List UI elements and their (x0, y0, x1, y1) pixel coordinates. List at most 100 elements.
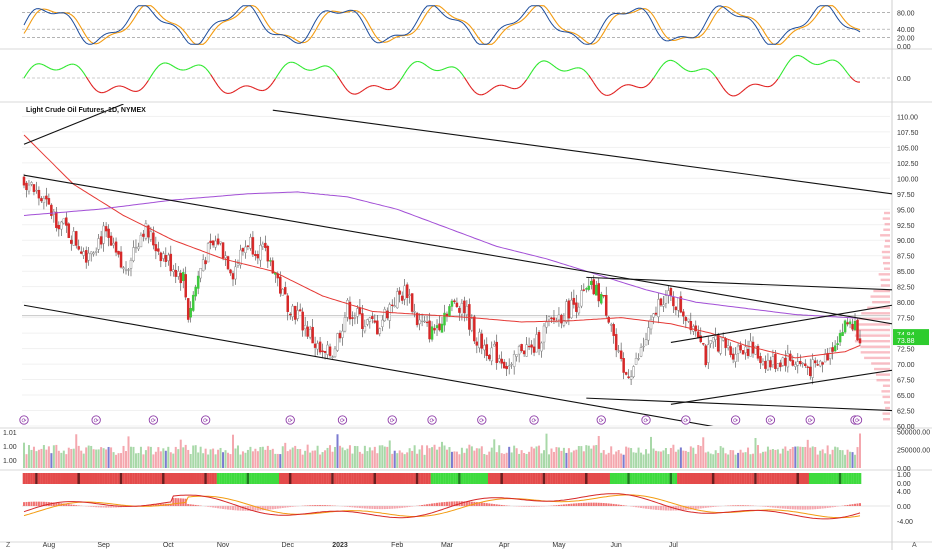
volume-bar (667, 454, 669, 468)
volume-bar (742, 453, 744, 468)
candle-body (356, 309, 358, 317)
volume-bar (411, 451, 413, 468)
event-marker-glyph: ⟳ (644, 418, 649, 424)
macd-hist-bar (844, 505, 846, 506)
volume-bar (824, 453, 826, 468)
signal-strip-cell (498, 473, 501, 484)
momentum-segment (696, 70, 698, 71)
volume-bar (190, 454, 192, 468)
macd-hist-bar (319, 505, 321, 506)
candle-body (443, 313, 445, 325)
macd-tick-label: 4.00 (897, 489, 911, 496)
signal-strip-cell (831, 473, 834, 484)
signal-strip-cell (578, 473, 581, 484)
volume-profile-bar (883, 418, 890, 420)
signal-strip-cell (272, 473, 275, 484)
volume-bar (73, 449, 75, 468)
macd-hist-bar (747, 505, 749, 506)
signal-strip-cell (281, 473, 284, 484)
volume-bar (648, 454, 650, 468)
signal-strip-cell (555, 473, 558, 484)
signal-strip-cell (702, 473, 705, 484)
candle-body (25, 183, 27, 190)
volume-bar (349, 445, 351, 468)
macd-hist-bar (827, 506, 829, 508)
event-marker-glyph: ⟳ (430, 418, 435, 424)
signal-strip-cell (276, 473, 279, 484)
macd-hist-bar (103, 506, 105, 508)
volume-bar (185, 445, 187, 468)
event-marker-glyph: ⟳ (390, 418, 395, 424)
signal-strip-cell (433, 473, 436, 484)
signal-strip-cell (95, 473, 98, 484)
macd-hist-bar (829, 506, 831, 508)
signal-strip-cell (782, 473, 785, 484)
volume-profile-bar (879, 273, 890, 275)
candle-body (152, 233, 154, 245)
candle-body (553, 318, 555, 320)
signal-strip-cell (553, 473, 556, 484)
signal-strip-cell (212, 473, 215, 484)
candle-body (675, 307, 677, 310)
momentum-segment (136, 91, 138, 92)
macd-hist-bar (217, 506, 219, 508)
macd-hist-bar (314, 505, 316, 506)
macd-hist-bar (570, 504, 572, 506)
volume-bar (262, 447, 264, 468)
price-tick-label: 62.50 (897, 409, 915, 416)
volume-bar (145, 450, 147, 468)
candle-body (727, 346, 729, 348)
signal-strip-cell (677, 473, 680, 484)
candle-body (237, 264, 239, 266)
signal-strip-cell (366, 473, 369, 484)
macd-hist-bar (772, 506, 774, 508)
signal-strip-cell (505, 473, 508, 484)
candle-body (742, 350, 744, 354)
signal-strip-cell (590, 473, 593, 484)
volume-bar (769, 450, 771, 468)
volume-bar (518, 454, 520, 468)
volume-bar (478, 448, 480, 468)
candle-body (33, 184, 35, 191)
macd-hist-bar (705, 506, 707, 508)
signal-strip-cell (655, 473, 658, 484)
signal-strip-cell (112, 473, 115, 484)
candle-body (80, 252, 82, 254)
candle-body (100, 237, 102, 245)
macd-hist-bar (379, 506, 381, 509)
signal-strip-cell (411, 473, 414, 484)
candle-body (466, 306, 468, 314)
signal-strip-cell (25, 473, 28, 484)
candle-body (456, 303, 458, 307)
macd-hist-bar (38, 502, 40, 506)
volume-bar (588, 446, 590, 468)
volume-bar (603, 450, 605, 468)
momentum-segment (698, 69, 700, 70)
candle-body (541, 343, 543, 351)
volume-bar (740, 450, 742, 468)
signal-strip-cell (50, 473, 53, 484)
volume-bar (162, 448, 164, 468)
signal-strip-cell (859, 473, 862, 484)
candle-body (531, 345, 533, 348)
volume-bar (259, 447, 261, 468)
event-marker-glyph: ⟳ (288, 418, 293, 424)
volume-bar (625, 447, 627, 468)
signal-strip-cell (194, 473, 197, 484)
signal-strip-cell (137, 473, 140, 484)
signal-strip-cell (672, 473, 675, 484)
candle-body (267, 246, 269, 261)
signal-strip-cell (774, 473, 777, 484)
macd-hist-bar (212, 506, 214, 508)
candle-body (613, 324, 615, 335)
candle-body (491, 348, 493, 361)
volume-bar (784, 446, 786, 468)
volume-bar (804, 447, 806, 468)
macd-hist-bar (797, 506, 799, 510)
volume-bar (687, 452, 689, 468)
macd-tick-label: 0.00 (897, 504, 911, 511)
candle-body (324, 351, 326, 352)
signal-strip-cell (675, 473, 678, 484)
signal-strip-cell (704, 473, 707, 484)
signal-strip-cell (157, 473, 160, 484)
